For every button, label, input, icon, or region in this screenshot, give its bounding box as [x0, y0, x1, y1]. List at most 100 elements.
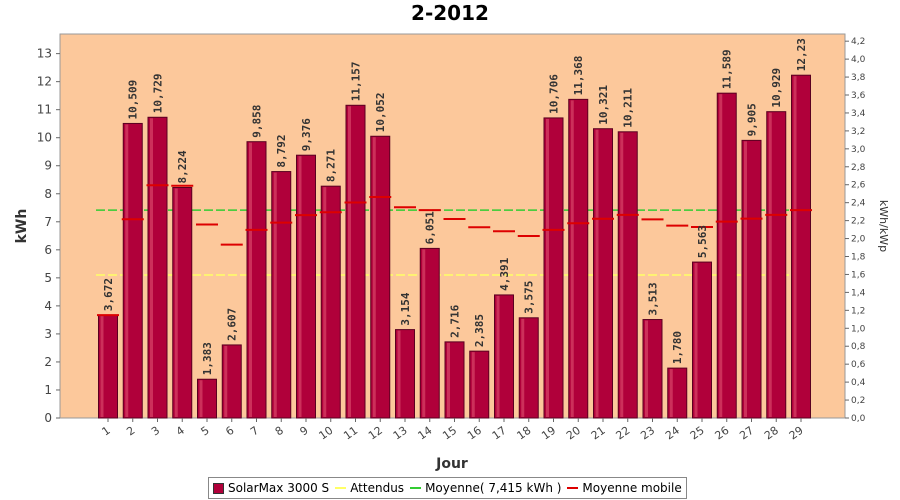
data-label: 10,052 [374, 93, 387, 133]
x-tick-label: 6 [223, 424, 236, 439]
x-axis-title: Jour [435, 456, 468, 472]
bar-highlight [620, 132, 624, 417]
x-tick-label: 24 [663, 424, 682, 443]
bar-highlight [100, 316, 104, 417]
chart-title: 2-2012 [411, 1, 489, 25]
y2-tick-label: 2,6 [851, 181, 866, 191]
legend: SolarMax 3000 S Attendus Moyenne( 7,415 … [208, 477, 687, 499]
bar-highlight [224, 345, 228, 417]
y2-tick-label: 4,0 [851, 55, 866, 65]
data-labels: 3,672 10,509 10,729 8,224 1,383 2,607 9,858 8,7… [102, 38, 808, 375]
legend-swatch-moyenne-mobile [567, 487, 579, 489]
y2-tick-label: 2,4 [851, 199, 866, 209]
y-tick-label: 0 [44, 411, 52, 425]
bar-highlight [422, 249, 426, 417]
y-tick-label: 10 [37, 131, 52, 145]
x-tick-label: 22 [614, 424, 633, 443]
y-tick-label: 5 [44, 271, 52, 285]
y2-tick-label: 3,0 [851, 145, 866, 155]
y2-tick-label: 3,8 [851, 73, 866, 83]
x-tick-label: 20 [564, 424, 583, 443]
x-axis: 1 2 3 4 5 6 7 8 9 10 11 12 13 14 15 16 17 18 19 20 21 22 23 24 2… [100, 418, 806, 442]
data-label: 8,792 [275, 134, 288, 167]
x-tick-label: 28 [762, 424, 781, 443]
y-axis-title: kWh [14, 209, 30, 244]
y2-tick-label: 0,4 [851, 378, 866, 388]
data-label: 2,385 [473, 314, 486, 347]
moving-average-series [97, 184, 812, 317]
y2-tick-label: 1,0 [851, 324, 866, 334]
bar-highlight [496, 295, 500, 417]
y2-tick-label: 1,2 [851, 306, 865, 316]
data-label: 3,672 [102, 278, 115, 311]
data-label: 5,563 [696, 225, 709, 258]
data-label: 2,716 [449, 304, 462, 337]
x-tick-label: 4 [174, 424, 187, 439]
bar-highlight [768, 112, 772, 417]
x-tick-label: 29 [787, 424, 806, 443]
x-tick-label: 1 [100, 424, 113, 439]
legend-item-production: SolarMax 3000 S [213, 481, 329, 495]
bar-highlight [669, 369, 673, 417]
legend-item-moyenne: Moyenne( 7,415 kWh ) [410, 481, 561, 495]
x-tick-label: 13 [391, 424, 410, 443]
data-label: 4,391 [498, 257, 511, 290]
bar-highlight [719, 94, 723, 418]
y2-tick-label: 0,8 [851, 342, 866, 352]
data-label: 2,607 [226, 308, 239, 341]
x-tick-label: 9 [298, 424, 311, 439]
data-label: 11,368 [572, 56, 585, 96]
legend-swatch-attendus [335, 487, 347, 489]
data-label: 9,376 [300, 118, 313, 151]
data-label: 11,589 [721, 49, 734, 89]
data-label: 10,211 [622, 88, 635, 128]
x-tick-label: 11 [341, 424, 360, 443]
legend-item-attendus: Attendus [335, 481, 404, 495]
data-label: 9,858 [251, 105, 264, 138]
x-tick-label: 26 [713, 424, 732, 443]
bar-highlight [595, 129, 599, 417]
data-label: 10,929 [770, 68, 783, 108]
x-tick-label: 27 [737, 424, 756, 443]
legend-label-moyenne-mobile: Moyenne mobile [582, 481, 682, 495]
y-tick-label: 4 [44, 299, 52, 313]
x-tick-label: 14 [416, 424, 435, 443]
bar-highlight [298, 156, 302, 417]
data-label: 10,509 [127, 80, 140, 120]
x-tick-label: 21 [589, 424, 608, 443]
y2-tick-label: 1,6 [851, 270, 866, 280]
y2-tick-label: 2,8 [851, 163, 866, 173]
bar-highlight [397, 330, 401, 417]
bar-highlight [546, 118, 549, 417]
bar-highlight [249, 142, 252, 417]
y2-tick-label: 3,2 [851, 127, 865, 137]
x-tick-label: 10 [317, 424, 336, 443]
y2-axis-title: kWh/kWp [877, 200, 890, 252]
bar-highlight [471, 352, 475, 417]
legend-label-moyenne: Moyenne( 7,415 kWh ) [425, 481, 562, 495]
x-tick-label: 2 [124, 424, 137, 439]
x-tick-label: 17 [490, 424, 509, 443]
bar-highlight [521, 318, 525, 417]
bar-highlight [150, 118, 153, 417]
y-tick-label: 13 [37, 47, 52, 61]
bar-highlight [348, 106, 351, 417]
y2-tick-label: 0,0 [851, 414, 866, 424]
data-label: 6,051 [424, 211, 437, 244]
y-tick-label: 2 [44, 355, 52, 369]
x-tick-label: 18 [515, 424, 534, 443]
legend-swatch-moyenne [410, 487, 422, 489]
y-tick-label: 6 [44, 243, 52, 257]
bar-highlight [645, 320, 648, 417]
data-label: 8,271 [325, 149, 338, 182]
legend-swatch-production [213, 482, 224, 494]
y2-tick-label: 3,6 [851, 91, 866, 101]
bar-highlight [744, 141, 747, 418]
data-label: 3,513 [647, 282, 660, 315]
legend-item-moyenne-mobile: Moyenne mobile [567, 481, 682, 495]
x-tick-label: 7 [248, 424, 261, 439]
y-tick-label: 7 [44, 215, 52, 229]
data-label: 12,23 [795, 38, 808, 71]
